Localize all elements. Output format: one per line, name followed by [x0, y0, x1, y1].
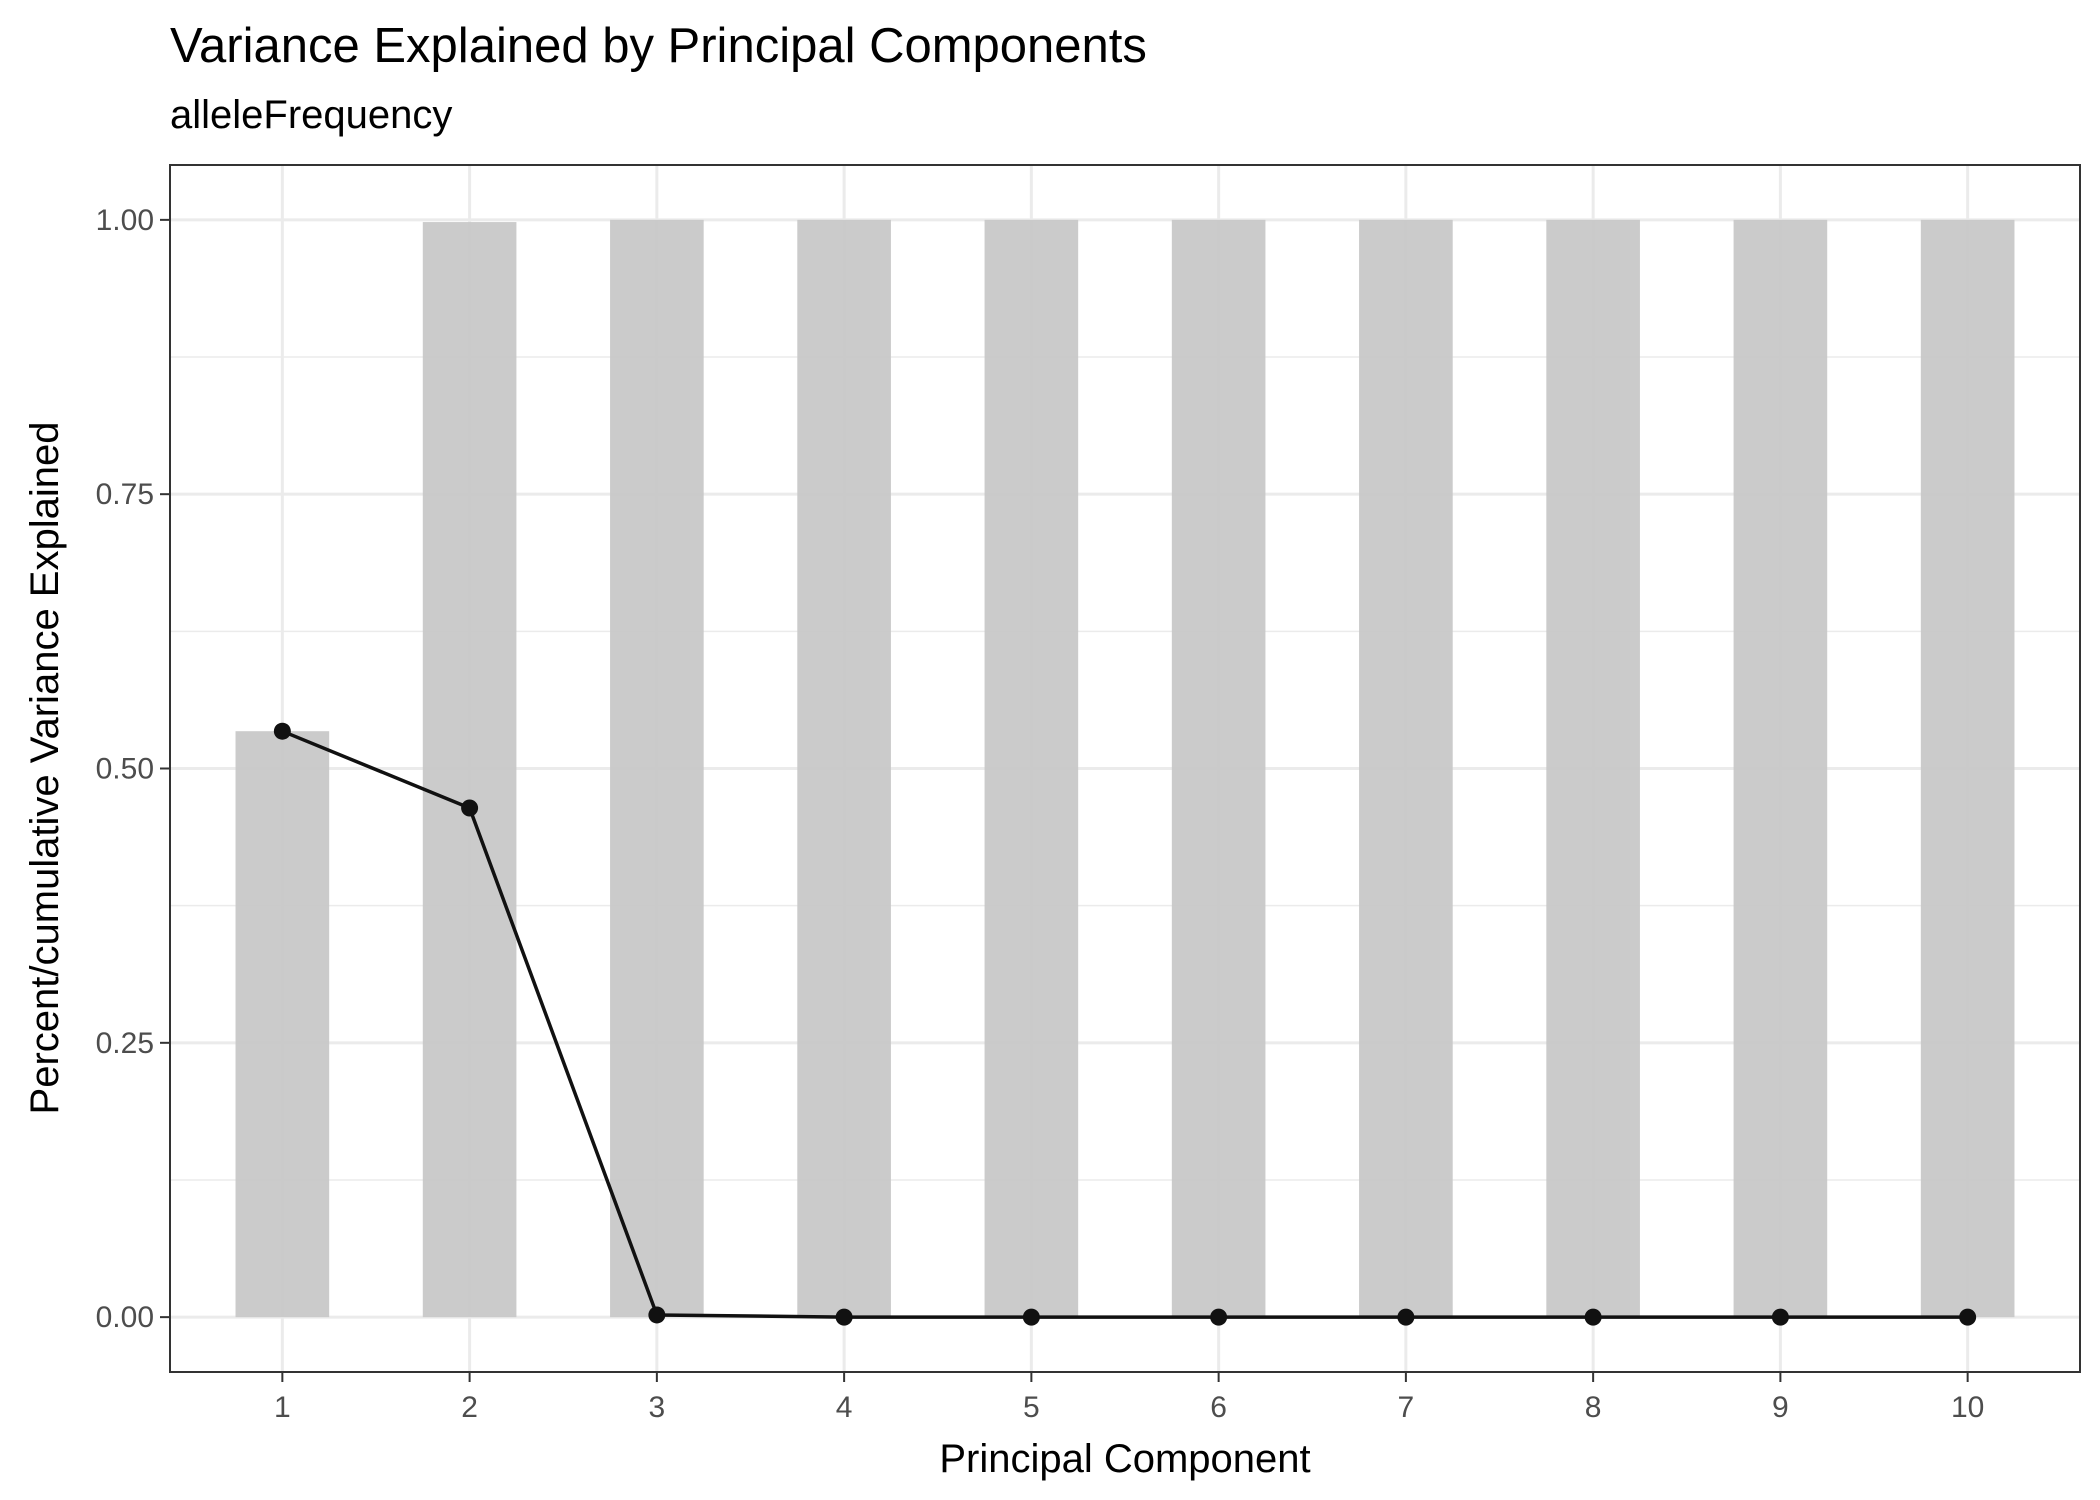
x-tick-label: 7	[1398, 1391, 1415, 1424]
chart-title: Variance Explained by Principal Componen…	[170, 19, 1147, 73]
x-tick-label: 6	[1210, 1391, 1227, 1424]
y-tick-label: 0.50	[96, 753, 154, 786]
chart-subtitle: alleleFrequency	[170, 93, 452, 137]
bars	[235, 219, 2015, 1318]
data-point	[835, 1308, 853, 1326]
x-tick-label: 9	[1772, 1391, 1789, 1424]
data-point	[1584, 1308, 1602, 1326]
bar	[1171, 219, 1266, 1318]
data-point	[461, 799, 479, 817]
y-tick-label: 0.75	[96, 478, 154, 511]
x-tick-label: 10	[1951, 1391, 1984, 1424]
bar	[1920, 219, 2015, 1318]
y-axis-title: Percent/cumulative Variance Explained	[23, 422, 67, 1115]
bar	[984, 219, 1079, 1318]
data-point	[1210, 1308, 1228, 1326]
x-axis: 1 2 3 4 5 6 7 8 9 10	[274, 1372, 1984, 1424]
y-tick-label: 0.25	[96, 1027, 154, 1060]
y-axis: 0.00 0.25 0.50 0.75 1.00	[96, 204, 170, 1334]
points	[273, 722, 1977, 1326]
bar	[610, 219, 704, 1318]
x-tick-label: 1	[274, 1391, 291, 1424]
data-point	[1397, 1308, 1415, 1326]
x-tick-label: 3	[649, 1391, 666, 1424]
x-tick-label: 8	[1585, 1391, 1602, 1424]
series-line	[281, 729, 1968, 1319]
y-tick-label: 0.00	[96, 1301, 154, 1334]
data-point	[273, 722, 291, 740]
bar	[1359, 219, 1453, 1318]
data-point	[1771, 1308, 1789, 1326]
x-axis-title: Principal Component	[939, 1437, 1310, 1481]
data-point	[648, 1306, 666, 1324]
x-tick-label: 5	[1023, 1391, 1040, 1424]
data-point	[1022, 1308, 1040, 1326]
y-tick-label: 1.00	[96, 204, 154, 237]
percent-line	[281, 729, 1968, 1319]
bar	[1546, 219, 1640, 1318]
x-tick-label: 2	[461, 1391, 478, 1424]
bar	[422, 222, 517, 1318]
bar	[235, 731, 330, 1318]
data-point	[1959, 1308, 1977, 1326]
bar	[1733, 219, 1828, 1318]
x-tick-label: 4	[836, 1391, 853, 1424]
bar	[797, 219, 891, 1318]
